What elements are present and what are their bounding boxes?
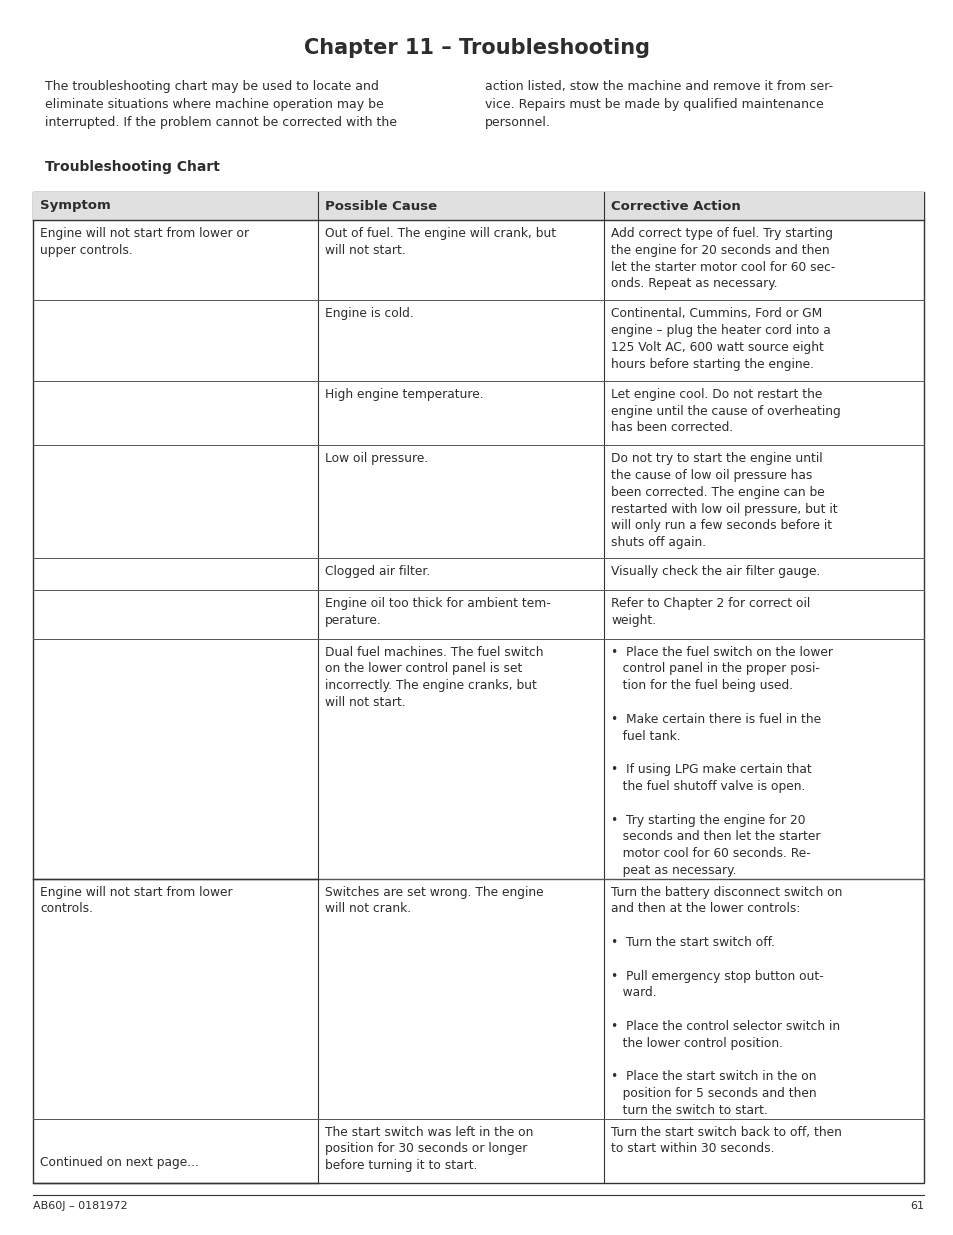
Text: Engine will not start from lower
controls.: Engine will not start from lower control…: [40, 885, 233, 915]
Text: Out of fuel. The engine will crank, but
will not start.: Out of fuel. The engine will crank, but …: [325, 227, 556, 257]
Text: Turn the start switch back to off, then
to start within 30 seconds.: Turn the start switch back to off, then …: [610, 1125, 841, 1156]
Text: Refer to Chapter 2 for correct oil
weight.: Refer to Chapter 2 for correct oil weigh…: [610, 597, 809, 627]
Text: •  Place the fuel switch on the lower
   control panel in the proper posi-
   ti: • Place the fuel switch on the lower con…: [610, 646, 832, 877]
Text: Clogged air filter.: Clogged air filter.: [325, 564, 430, 578]
Text: AB60J – 0181972: AB60J – 0181972: [33, 1200, 128, 1212]
Text: Continental, Cummins, Ford or GM
engine – plug the heater cord into a
125 Volt A: Continental, Cummins, Ford or GM engine …: [610, 308, 830, 370]
Text: High engine temperature.: High engine temperature.: [325, 388, 483, 401]
Text: Chapter 11 – Troubleshooting: Chapter 11 – Troubleshooting: [304, 38, 649, 58]
Text: Dual fuel machines. The fuel switch
on the lower control panel is set
incorrectl: Dual fuel machines. The fuel switch on t…: [325, 646, 543, 709]
Text: Possible Cause: Possible Cause: [325, 200, 436, 212]
Text: 61: 61: [909, 1200, 923, 1212]
Text: Switches are set wrong. The engine
will not crank.: Switches are set wrong. The engine will …: [325, 885, 543, 915]
Text: Troubleshooting Chart: Troubleshooting Chart: [45, 161, 219, 174]
Text: Low oil pressure.: Low oil pressure.: [325, 452, 428, 466]
Text: Engine oil too thick for ambient tem-
perature.: Engine oil too thick for ambient tem- pe…: [325, 597, 550, 627]
Text: Symptom: Symptom: [40, 200, 111, 212]
Text: Continued on next page...: Continued on next page...: [40, 1156, 198, 1170]
Text: The troubleshooting chart may be used to locate and
eliminate situations where m: The troubleshooting chart may be used to…: [45, 80, 396, 128]
Text: Corrective Action: Corrective Action: [610, 200, 740, 212]
Text: Let engine cool. Do not restart the
engine until the cause of overheating
has be: Let engine cool. Do not restart the engi…: [610, 388, 840, 435]
Text: action listed, stow the machine and remove it from ser-
vice. Repairs must be ma: action listed, stow the machine and remo…: [484, 80, 832, 128]
Text: Add correct type of fuel. Try starting
the engine for 20 seconds and then
let th: Add correct type of fuel. Try starting t…: [610, 227, 835, 290]
Bar: [33, 191, 923, 1183]
Text: Engine is cold.: Engine is cold.: [325, 308, 414, 320]
Text: Engine will not start from lower or
upper controls.: Engine will not start from lower or uppe…: [40, 227, 249, 257]
Text: Turn the battery disconnect switch on
and then at the lower controls:

•  Turn t: Turn the battery disconnect switch on an…: [610, 885, 841, 1116]
Text: Visually check the air filter gauge.: Visually check the air filter gauge.: [610, 564, 820, 578]
Text: The start switch was left in the on
position for 30 seconds or longer
before tur: The start switch was left in the on posi…: [325, 1125, 533, 1172]
Text: Do not try to start the engine until
the cause of low oil pressure has
been corr: Do not try to start the engine until the…: [610, 452, 837, 550]
Bar: [33, 191, 923, 220]
